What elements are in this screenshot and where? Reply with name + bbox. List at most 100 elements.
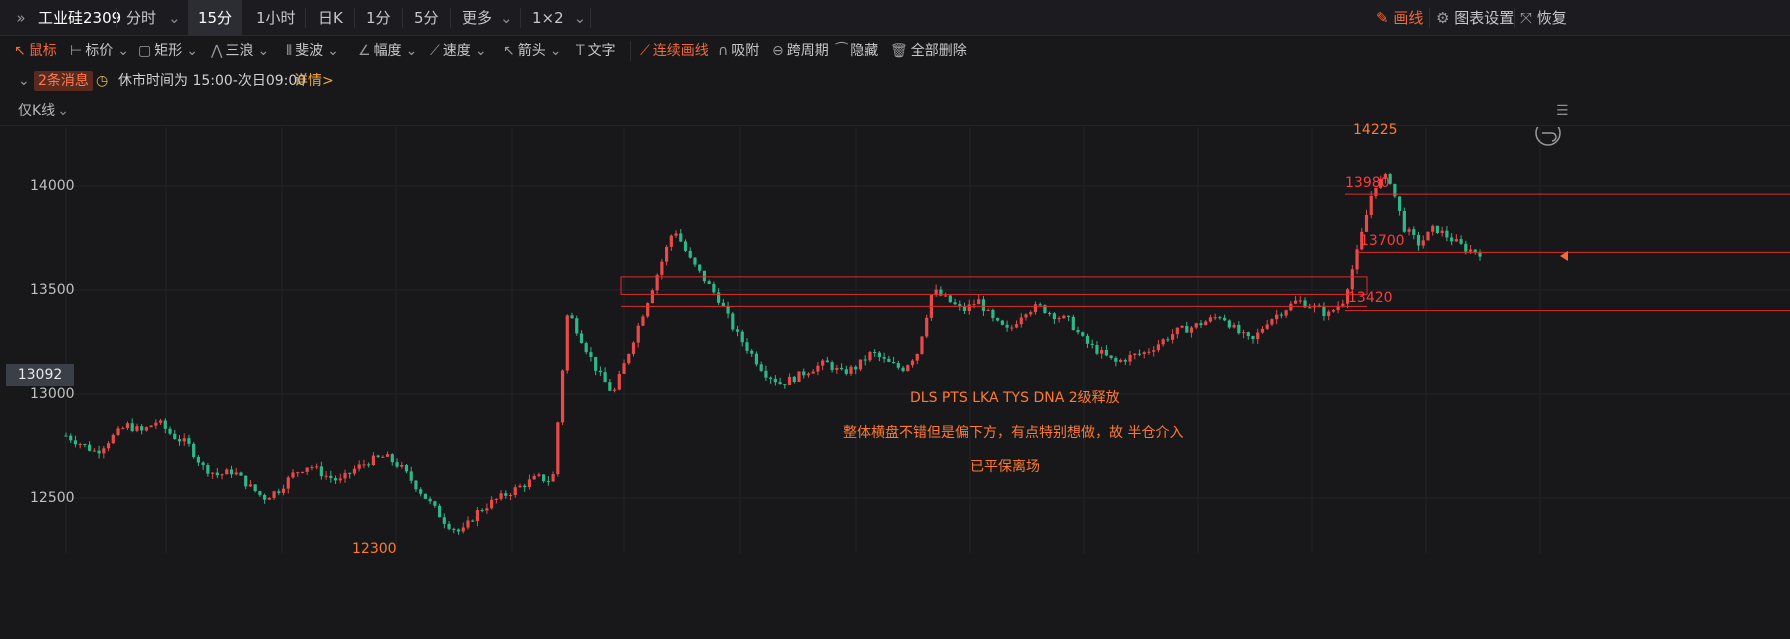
level-label-13700: 13700 (1360, 233, 1405, 249)
candle-body (565, 315, 569, 371)
candle-body (281, 488, 286, 493)
tab-1min[interactable]: 1分 (366, 9, 391, 27)
tool-cross-period[interactable]: ⊖ 跨周期 (772, 36, 829, 66)
candle-body (584, 343, 588, 353)
candle-body (868, 352, 872, 361)
candle-body (263, 495, 267, 500)
collapse-chevron-icon[interactable]: ⌄ (18, 73, 30, 89)
candle-body (679, 233, 683, 242)
candle-body (527, 479, 532, 488)
tab-more[interactable]: 更多 ⌄ (462, 9, 513, 27)
tab-daily-k[interactable]: 日K (318, 9, 343, 27)
candle-body (513, 487, 517, 495)
undo-icon[interactable] (1535, 127, 1561, 146)
candle-body (1345, 289, 1350, 304)
divider (402, 8, 403, 28)
level-label-13420: 13420 (1348, 290, 1393, 306)
y-tick-label: 12500 (30, 490, 75, 506)
message-count-badge[interactable]: 2条消息 (34, 71, 93, 91)
candle-body (456, 529, 461, 532)
restore-button[interactable]: ⤧ 恢复 (1520, 9, 1567, 27)
candle-body (1095, 344, 1099, 354)
chevron-down-icon: ⌄ (327, 43, 339, 59)
tab-fenshi[interactable]: 分时 ⌄ (126, 9, 181, 27)
tool-continuous-draw[interactable]: ⟋ 连续画线 (640, 36, 709, 66)
candle-body (1440, 230, 1444, 233)
candle-body (92, 450, 96, 452)
candlestick-chart[interactable] (0, 127, 1790, 639)
candle-body (622, 363, 626, 374)
chevron-down-icon: ⌄ (500, 9, 513, 27)
note-text-3[interactable]: 已平保离场 (970, 459, 1040, 475)
divider (630, 41, 631, 61)
candle-body (315, 466, 319, 468)
candle-body (698, 264, 702, 271)
candle-body (873, 352, 877, 354)
tool-price-label[interactable]: ⊢ 标价 ⌄ (70, 36, 132, 66)
candle-body (480, 510, 484, 512)
kline-only-selector[interactable]: 仅K线 ⌄ (18, 103, 69, 119)
candle-body (404, 464, 409, 472)
layout-selector[interactable]: 1×2 ⌄ (532, 9, 587, 27)
candle-body (1293, 300, 1298, 304)
tool-three-waves[interactable]: ⋀ 三浪 ⌄ (211, 36, 272, 66)
tab-15min[interactable]: 15分 (188, 0, 242, 36)
candle-body (1223, 317, 1227, 321)
candle-body (830, 362, 834, 370)
candle-body (385, 454, 390, 457)
candle-body (229, 469, 234, 475)
candle-body (972, 304, 976, 306)
tool-delete-all[interactable]: 🗑 全部删除 (890, 36, 967, 66)
detail-link[interactable]: 详情> (294, 73, 334, 89)
candle-body (787, 376, 792, 385)
menu-icon[interactable]: ☰ (1556, 103, 1569, 119)
candle-body (773, 378, 777, 383)
candle-body (69, 435, 73, 441)
draw-line-button[interactable]: ✎ 画线 (1376, 9, 1424, 27)
tool-text[interactable]: T 文字 (576, 36, 616, 66)
candle-body (721, 302, 725, 307)
candle-body (1029, 312, 1033, 315)
candle-body (1010, 327, 1014, 329)
candle-body (1303, 300, 1307, 308)
candle-body (1308, 307, 1312, 309)
divider (1429, 8, 1430, 28)
note-text-1[interactable]: DLS PTS LKA TYS DNA 2级释放 (910, 390, 1120, 406)
candle-body (603, 372, 607, 383)
candle-body (925, 317, 929, 337)
candle-body (1350, 269, 1354, 290)
candle-body (1000, 320, 1004, 325)
candle-body (333, 478, 338, 481)
tool-speed[interactable]: ⟋ 速度 ⌄ (430, 36, 490, 66)
tool-hide[interactable]: ⁀ 隐藏 (836, 36, 878, 66)
eye-off-icon: ⁀ (836, 43, 848, 59)
candle-body (542, 474, 546, 482)
double-chevron-right-icon[interactable]: » (16, 9, 26, 27)
chart-settings-button[interactable]: ⚙ 图表设置 (1436, 9, 1515, 27)
candle-body (858, 359, 863, 370)
tool-amplitude[interactable]: ∠ 幅度 ⌄ (358, 36, 420, 66)
candle-body (1109, 355, 1113, 358)
tool-magnet[interactable]: ∩ 吸附 (718, 36, 759, 66)
divider (450, 8, 451, 28)
tool-rectangle[interactable]: ▢ 矩形 ⌄ (138, 36, 201, 66)
tab-1hour[interactable]: 1小时 (256, 9, 296, 27)
tool-fibonacci[interactable]: ⦀ 斐波 ⌄ (286, 36, 342, 66)
candle-body (1137, 353, 1142, 355)
tool-arrow[interactable]: ↖ 箭头 ⌄ (503, 36, 564, 66)
top-bar: » 工业硅2309 分时 ⌄ 15分 1小时 日K 1分 5分 更多 ⌄ 1×2 ⌄ … (0, 0, 1790, 36)
candle-body (688, 250, 692, 258)
candle-body (1336, 305, 1340, 311)
candle-body (944, 295, 948, 297)
tool-mouse[interactable]: ↖ 鼠标 (14, 36, 57, 66)
candle-body (168, 428, 172, 434)
candle-body (206, 464, 210, 474)
candle-body (579, 333, 584, 344)
candle-body (125, 423, 130, 429)
note-text-2[interactable]: 整体横盘不错但是偏下方，有点特别想做，故 半仓介入 (843, 425, 1184, 441)
candle-body (102, 448, 106, 454)
symbol-name[interactable]: 工业硅2309 (38, 9, 122, 27)
y-tick-label: 13000 (30, 386, 75, 402)
clock-icon: ◷ (96, 73, 109, 89)
tab-5min[interactable]: 5分 (414, 9, 439, 27)
